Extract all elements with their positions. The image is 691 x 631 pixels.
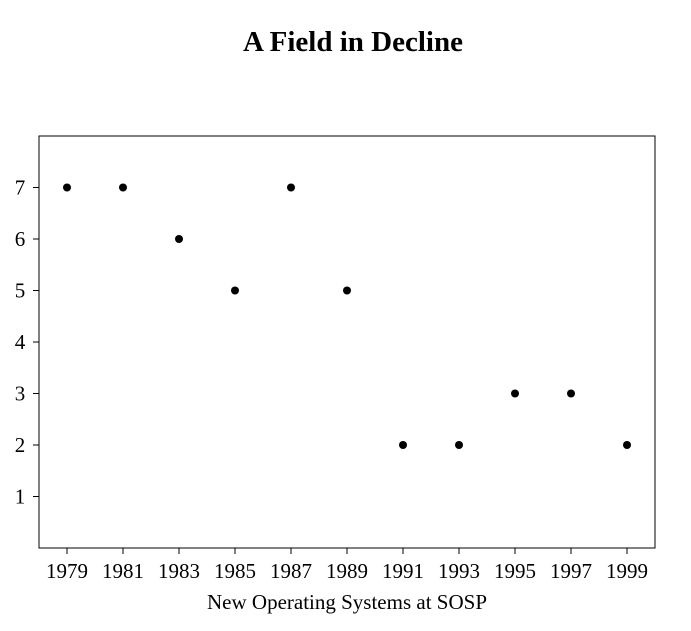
x-tick-label: 1995: [494, 559, 536, 583]
x-tick-label: 1989: [326, 559, 368, 583]
x-tick-label: 1981: [102, 559, 144, 583]
x-tick-label: 1987: [270, 559, 312, 583]
data-point: [343, 286, 351, 295]
y-tick-label: 4: [15, 330, 26, 354]
data-point: [455, 441, 463, 449]
x-axis-label: New Operating Systems at SOSP: [207, 590, 487, 614]
data-point: [623, 441, 631, 449]
data-point: [175, 235, 183, 243]
data-point: [231, 286, 239, 295]
data-point: [119, 183, 127, 192]
x-tick-label: 1979: [46, 559, 88, 583]
data-point: [511, 389, 519, 398]
x-tick-label: 1983: [158, 559, 200, 583]
y-tick-label: 1: [15, 485, 26, 509]
y-tick-label: 5: [15, 279, 26, 303]
data-point: [567, 389, 575, 398]
y-tick-label: 2: [15, 433, 26, 457]
x-tick-label: 1991: [382, 559, 424, 583]
chart-title: A Field in Decline: [243, 26, 463, 58]
x-axis: 1979 1981 1983 1985 1987 1989 1991 1993 1995 1997…: [46, 548, 648, 583]
plot-frame: [38, 135, 656, 549]
x-tick-label: 1985: [214, 559, 256, 583]
x-tick-label: 1997: [550, 559, 592, 583]
data-point: [63, 183, 71, 192]
data-point: [399, 441, 407, 449]
y-axis: 1 2 3 4 5 6 7: [15, 176, 39, 509]
data-point: [287, 183, 295, 192]
y-tick-label: 3: [15, 382, 26, 406]
x-tick-label: 1993: [438, 559, 480, 583]
y-tick-label: 7: [15, 176, 26, 200]
x-tick-label: 1999: [606, 559, 648, 583]
data-points: [63, 183, 631, 449]
y-tick-label: 6: [15, 227, 26, 251]
